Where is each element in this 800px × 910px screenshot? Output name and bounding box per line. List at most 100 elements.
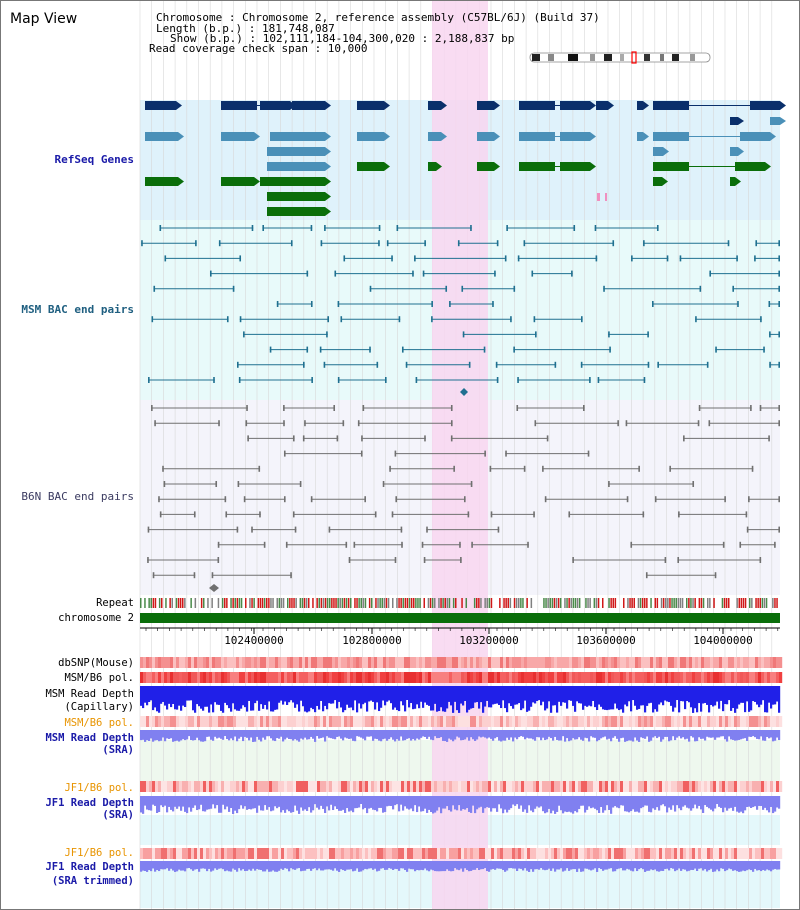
depth-bar <box>390 796 393 806</box>
depth-bar <box>502 686 505 701</box>
heat-cell <box>230 672 234 683</box>
heat-cell <box>647 781 651 792</box>
depth-bar <box>316 861 319 871</box>
depth-bar <box>204 796 207 812</box>
depth-bar <box>598 686 601 705</box>
depth-bar <box>210 796 213 809</box>
depth-bar <box>706 796 709 807</box>
depth-bar <box>508 861 511 869</box>
heat-cell <box>149 672 153 683</box>
heat-cell <box>560 716 564 727</box>
repeat-element <box>671 598 673 608</box>
depth-bar <box>140 861 143 872</box>
heat-cell <box>263 848 267 859</box>
depth-bar <box>144 861 147 872</box>
depth-bar <box>366 796 369 814</box>
depth-bar <box>374 686 377 710</box>
heat-cell <box>602 781 606 792</box>
chromosome-ideogram[interactable] <box>529 51 711 64</box>
depth-bar <box>276 686 279 710</box>
gene-exon <box>260 177 296 186</box>
msm-bac-pair <box>457 240 460 247</box>
gene-arrow <box>325 132 331 141</box>
heat-cell <box>497 848 501 859</box>
heat-cell <box>761 716 765 727</box>
depth-bar <box>764 686 767 713</box>
heat-cell <box>542 781 546 792</box>
depth-bar <box>266 686 269 710</box>
heat-cell <box>692 657 696 668</box>
depth-bar <box>394 686 397 708</box>
depth-bar <box>452 686 455 713</box>
repeat-element <box>570 598 572 608</box>
depth-bar <box>624 861 627 871</box>
msm-bac-pair <box>666 255 669 262</box>
heat-cell <box>263 716 267 727</box>
heat-cell <box>458 672 462 683</box>
heat-cell <box>572 781 576 792</box>
depth-bar <box>148 730 151 741</box>
repeat-element <box>631 598 633 608</box>
msm-bac-track[interactable] <box>141 225 780 396</box>
b6n-bac-pair <box>394 557 397 563</box>
depth-bar <box>324 796 327 814</box>
depth-bar <box>192 796 195 808</box>
gene-exon <box>637 132 643 141</box>
depth-bar <box>580 861 583 872</box>
heat-cell <box>620 781 624 792</box>
depth-bar <box>596 686 599 710</box>
depth-bar <box>620 730 623 739</box>
gene-arrow <box>494 162 500 171</box>
b6n-bac-pair <box>357 420 360 427</box>
depth-bar <box>684 686 687 710</box>
msm-bac-pair <box>535 331 537 338</box>
heat-cell <box>515 848 519 859</box>
heat-cell <box>413 716 417 727</box>
heat-cell <box>686 781 690 792</box>
heat-cell <box>287 716 291 727</box>
depth-bar <box>602 861 605 871</box>
heat-cell <box>482 672 486 683</box>
heat-cell <box>707 781 711 792</box>
depth-bar <box>270 686 273 712</box>
depth-bar <box>160 796 163 806</box>
track-label-refseq[interactable]: RefSeq Genes <box>55 153 134 166</box>
depth-bar <box>244 686 247 708</box>
depth-bar <box>442 796 445 809</box>
b6n-bac-track[interactable] <box>147 405 780 592</box>
depth-bar <box>640 686 643 706</box>
heat-cell <box>599 781 603 792</box>
heat-cell <box>518 716 522 727</box>
repeat-element <box>379 598 381 608</box>
depth-bar <box>728 796 731 809</box>
heat-cell <box>608 672 612 683</box>
depth-bar <box>242 730 245 742</box>
refseq-gene-track[interactable] <box>145 101 786 216</box>
heat-cell <box>278 672 282 683</box>
depth-bar <box>158 796 161 812</box>
track-label-b6n-bac[interactable]: B6N BAC end pairs <box>21 490 134 503</box>
repeat-element <box>404 598 407 608</box>
track-label-msm-bac[interactable]: MSM BAC end pairs <box>21 303 134 316</box>
depth-bar <box>176 730 179 741</box>
depth-bar <box>202 796 205 812</box>
heat-cell <box>587 848 591 859</box>
heat-cell <box>236 672 240 683</box>
depth-bar <box>348 861 351 870</box>
depth-bar <box>410 861 413 870</box>
depth-bar <box>756 730 759 739</box>
repeat-element <box>140 598 142 608</box>
msm-bac-pair <box>340 316 343 323</box>
depth-bar <box>524 686 527 701</box>
depth-bar <box>748 861 751 870</box>
depth-bar <box>170 730 173 739</box>
repeat-element <box>263 598 266 608</box>
depth-bar <box>400 861 403 869</box>
depth-bar <box>520 796 523 806</box>
depth-bar <box>244 861 247 872</box>
repeat-element <box>289 598 291 608</box>
heat-cell <box>572 716 576 727</box>
b6n-bac-pair <box>374 511 377 518</box>
heat-cell <box>707 848 711 859</box>
